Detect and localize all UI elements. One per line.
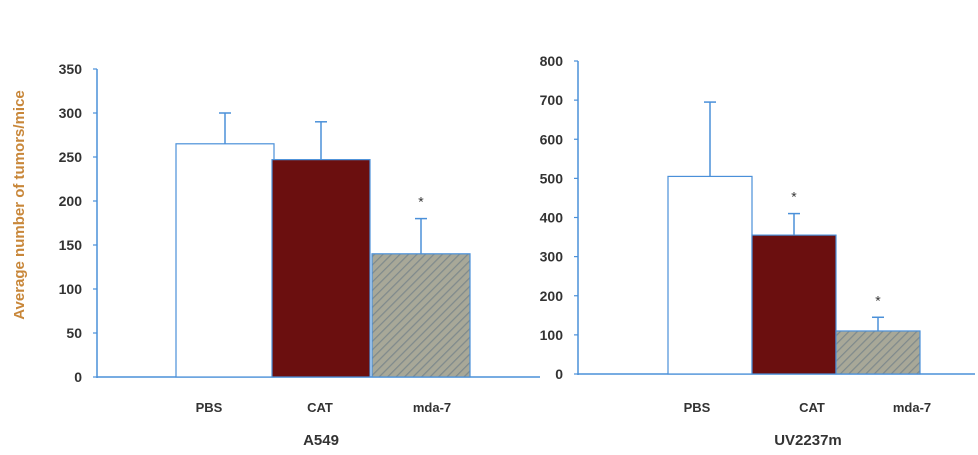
x-tick-label: CAT xyxy=(799,400,825,415)
bar-mda-7 xyxy=(371,253,471,378)
y-tick-label: 150 xyxy=(59,237,83,253)
y-tick-label: 100 xyxy=(540,327,564,343)
significance-marker: * xyxy=(418,194,424,210)
bar-pbs xyxy=(175,143,275,378)
bar-pbs xyxy=(667,175,753,375)
chart-a549: 0 50 100 150 200 250 300 350 PBS CAT * mda-7 A549 xyxy=(59,61,540,449)
y-tick-label: 0 xyxy=(555,366,563,382)
x-tick-label: mda-7 xyxy=(413,400,451,415)
y-tick-label: 50 xyxy=(66,325,82,341)
x-tick-label: mda-7 xyxy=(893,400,931,415)
y-tick-label: 200 xyxy=(59,193,83,209)
bar-cat xyxy=(271,159,371,378)
significance-marker: * xyxy=(791,189,797,205)
y-axis-label: Average number of tumors/mice xyxy=(11,90,28,320)
y-tick-label: 500 xyxy=(540,170,564,186)
y-tick-label: 100 xyxy=(59,281,83,297)
x-tick-label: PBS xyxy=(684,400,711,415)
y-tick-label: 300 xyxy=(540,249,564,265)
panel-title: UV2237m xyxy=(774,432,842,449)
panel-title: A549 xyxy=(303,432,339,449)
chart-uv2237m: 0 100 200 300 400 500 600 700 800 PBS * CAT * mda-7 UV… xyxy=(540,53,975,449)
x-tick-label: CAT xyxy=(307,400,333,415)
y-tick-label: 250 xyxy=(59,149,83,165)
x-tick-label: PBS xyxy=(196,400,223,415)
y-tick-label: 800 xyxy=(540,53,564,69)
significance-marker: * xyxy=(875,292,881,308)
y-tick-label: 700 xyxy=(540,92,564,108)
bar-cat xyxy=(751,234,837,375)
y-tick-label: 0 xyxy=(74,369,82,385)
y-tick-label: 350 xyxy=(59,61,83,77)
bar-mda-7 xyxy=(835,330,921,375)
y-tick-label: 600 xyxy=(540,131,564,147)
y-tick-label: 200 xyxy=(540,288,564,304)
y-tick-label: 300 xyxy=(59,105,83,121)
y-tick-label: 400 xyxy=(540,210,564,226)
